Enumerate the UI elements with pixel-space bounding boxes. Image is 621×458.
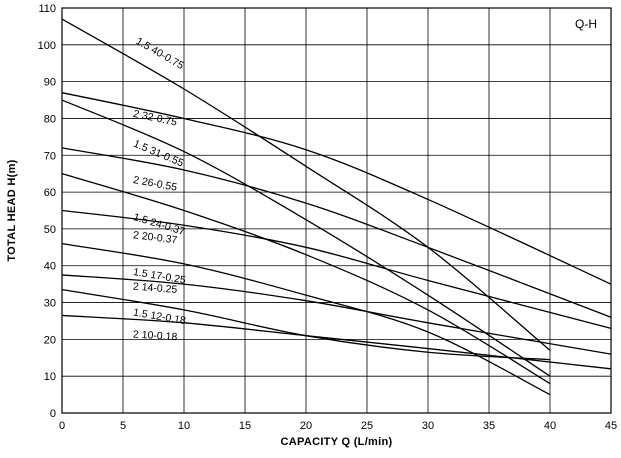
y-tick-label: 20 — [44, 334, 56, 346]
series-label: 2 26-0.55 — [132, 174, 178, 194]
plot-frame — [61, 7, 612, 414]
x-tick-label: 20 — [300, 420, 312, 432]
y-tick-label: 0 — [50, 408, 56, 420]
series-line — [61, 99, 551, 377]
y-tick-label: 10 — [44, 371, 56, 383]
y-tick-label: 80 — [44, 113, 56, 125]
x-tick-label: 25 — [361, 420, 373, 432]
series-line — [61, 173, 551, 385]
y-tick-label: 70 — [44, 150, 56, 162]
series-label: 2 10-0.18 — [133, 329, 178, 344]
x-axis-label: CAPACITY Q (L/min) — [281, 436, 393, 448]
x-tick-label: 5 — [120, 420, 126, 432]
x-tick-label: 35 — [483, 420, 495, 432]
x-tick-label: 30 — [422, 420, 434, 432]
series-label: 2 20-0.37 — [132, 229, 178, 246]
series-line — [61, 147, 612, 318]
x-tick-label: 45 — [605, 420, 617, 432]
x-tick-label: 15 — [239, 420, 251, 432]
series-layer — [61, 18, 612, 396]
series-line — [61, 209, 612, 329]
x-tick-label: 10 — [178, 420, 190, 432]
series-line — [61, 314, 612, 370]
y-tick-label: 50 — [44, 224, 56, 236]
y-tick-label: 30 — [44, 298, 56, 310]
y-tick-label: 110 — [38, 3, 56, 15]
tick-layer: 0 5 10 15 20 25 30 35 40 45 0 10 20 30 40 50 60 70 80 90 100… — [38, 3, 617, 432]
grid-layer — [61, 7, 612, 414]
chart-title: Q-H — [575, 17, 597, 31]
series-label: 2 32-0.75 — [132, 108, 178, 129]
series-line — [61, 274, 612, 355]
y-axis-label: TOTAL HEAD H(m) — [6, 159, 18, 261]
y-tick-label: 100 — [38, 40, 56, 52]
series-label: 2 14-0.25 — [133, 281, 178, 296]
series-line — [61, 18, 551, 351]
series-line — [61, 92, 612, 285]
series-label: 1.5 12-0.18 — [132, 307, 187, 328]
y-tick-label: 60 — [44, 187, 56, 199]
x-tick-label: 40 — [544, 420, 556, 432]
y-tick-label: 90 — [44, 77, 56, 89]
x-tick-label: 0 — [59, 420, 65, 432]
series-label: 1.5 40-0.75 — [134, 35, 186, 72]
y-tick-label: 40 — [44, 261, 56, 273]
series-line — [61, 242, 551, 396]
